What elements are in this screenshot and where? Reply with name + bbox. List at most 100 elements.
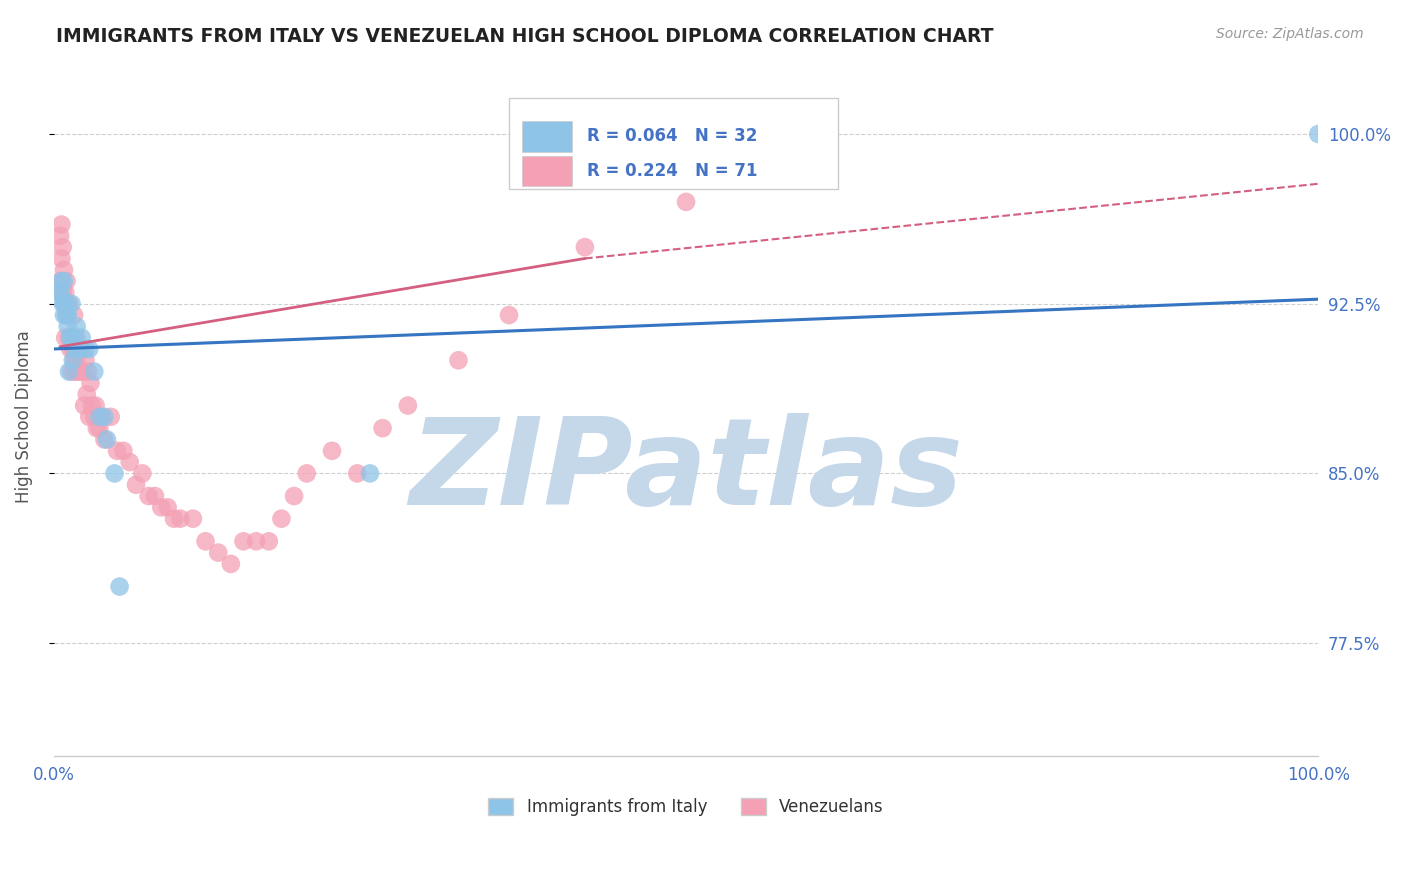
Point [169,511,191,525]
Point [52,285,75,300]
Point [181,511,204,525]
Point [63,308,86,322]
Point [96,433,118,447]
Point [59,331,82,345]
Point [62,342,84,356]
Point [76,387,98,401]
Point [574,240,596,254]
Point [321,443,343,458]
Point [55,274,77,288]
Point [60,296,83,310]
Point [75,353,97,368]
Point [66,365,89,379]
Point [52,274,75,288]
Point [396,399,419,413]
Point [245,534,267,549]
Point [89,421,111,435]
Y-axis label: High School Diploma: High School Diploma [15,330,32,503]
Point [58,296,80,310]
Text: R = 0.064   N = 32: R = 0.064 N = 32 [588,128,758,145]
Point [56,296,79,310]
Point [498,308,520,322]
Point [138,489,160,503]
Point [55,308,77,322]
Point [65,342,87,356]
Point [150,500,173,515]
Point [207,546,229,560]
Point [72,365,94,379]
Point [65,353,87,368]
Point [125,477,148,491]
Text: ZIPatlas: ZIPatlas [409,413,963,530]
Point [49,285,72,300]
Point [53,296,76,310]
Point [108,580,131,594]
Point [52,262,75,277]
Point [69,365,91,379]
Point [67,342,90,356]
Point [100,409,122,424]
Point [283,489,305,503]
Point [675,194,697,209]
Point [67,342,90,356]
Point [56,319,79,334]
Point [80,399,103,413]
Point [131,467,153,481]
Point [62,353,84,368]
Point [257,534,280,549]
Point [346,467,368,481]
Point [49,228,72,243]
Point [75,342,97,356]
Point [105,443,128,458]
Point [52,296,75,310]
Point [73,399,96,413]
Point [53,296,76,310]
Point [112,443,135,458]
Point [194,534,217,549]
Point [70,342,93,356]
Point [58,331,80,345]
Point [156,500,179,515]
Point [163,511,186,525]
Point [93,409,115,424]
Point [83,365,105,379]
Point [55,296,77,310]
FancyBboxPatch shape [522,156,572,186]
Point [83,409,105,424]
Point [59,331,82,345]
Point [447,353,470,368]
Text: IMMIGRANTS FROM ITALY VS VENEZUELAN HIGH SCHOOL DIPLOMA CORRELATION CHART: IMMIGRANTS FROM ITALY VS VENEZUELAN HIGH… [56,27,994,45]
Point [371,421,394,435]
Point [77,342,100,356]
Point [89,409,111,424]
FancyBboxPatch shape [522,121,572,152]
Text: R = 0.224   N = 71: R = 0.224 N = 71 [588,162,758,180]
Point [84,399,107,413]
Point [52,240,75,254]
Point [90,409,112,424]
Point [55,308,77,322]
Point [51,218,73,232]
Point [63,353,86,368]
Legend: Immigrants from Italy, Venezuelans: Immigrants from Italy, Venezuelans [482,791,890,822]
Point [52,308,75,322]
Point [49,285,72,300]
Point [53,331,76,345]
Point [118,455,141,469]
Point [86,421,108,435]
Point [65,365,87,379]
Point [58,365,80,379]
Point [65,319,87,334]
Point [232,534,254,549]
Point [65,331,87,345]
Point [77,365,100,379]
Point [60,365,83,379]
Point [1308,127,1330,141]
Point [219,557,242,571]
Point [79,376,101,390]
FancyBboxPatch shape [509,98,838,189]
Point [359,467,381,481]
Point [59,342,82,356]
Point [52,296,75,310]
Point [143,489,166,503]
